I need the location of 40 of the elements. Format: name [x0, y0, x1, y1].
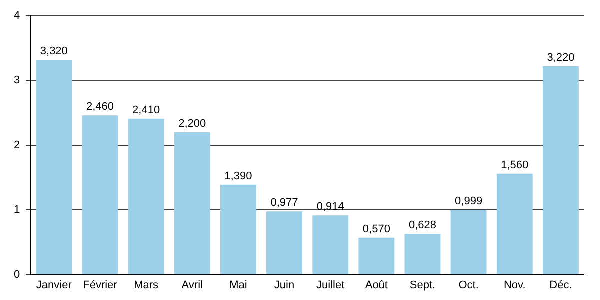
- bar: [404, 234, 441, 274]
- bar: [312, 216, 349, 274]
- data-label: 2,460: [86, 101, 114, 114]
- x-tick-label: Avril: [182, 279, 203, 292]
- data-label: 1,390: [224, 170, 252, 182]
- x-tick-label: Déc.: [550, 279, 572, 292]
- data-label: 0,999: [455, 196, 483, 208]
- data-label: 0,977: [270, 197, 298, 210]
- data-label: 2,200: [178, 118, 206, 130]
- data-label: 1,560: [501, 159, 529, 172]
- bar: [496, 174, 533, 274]
- bar: [220, 184, 256, 274]
- x-tick-label: Mai: [230, 279, 248, 292]
- y-tick-label: 1: [14, 204, 20, 216]
- x-tick-label: Mars: [134, 279, 160, 292]
- data-label: 2,410: [132, 104, 160, 116]
- bar: [266, 212, 302, 274]
- x-tick-label: Oct.: [458, 279, 479, 292]
- data-label: 0,570: [362, 223, 390, 236]
- y-tick-label: 3: [14, 74, 20, 87]
- y-tick-label: 0: [14, 268, 20, 281]
- bar: [36, 60, 72, 274]
- x-tick-label: Janvier: [36, 279, 72, 292]
- x-tick-label: Juin: [274, 279, 295, 292]
- x-tick-label: Février: [83, 279, 118, 292]
- bar: [542, 66, 579, 274]
- x-tick-label: Août: [365, 279, 388, 292]
- x-tick-label: Nov.: [504, 279, 526, 292]
- bar: [358, 238, 395, 274]
- y-tick-label: 2: [14, 139, 20, 152]
- bar: [128, 118, 164, 274]
- data-label: 0,628: [408, 220, 437, 232]
- x-tick-label: Juillet: [316, 279, 345, 292]
- bar: [82, 116, 118, 274]
- x-tick-label: Sept.: [410, 279, 436, 292]
- y-tick-label: 4: [14, 10, 20, 22]
- bar: [450, 210, 487, 274]
- data-label: 3,220: [547, 52, 575, 64]
- data-label: 3,320: [40, 46, 68, 58]
- bar: [174, 132, 210, 274]
